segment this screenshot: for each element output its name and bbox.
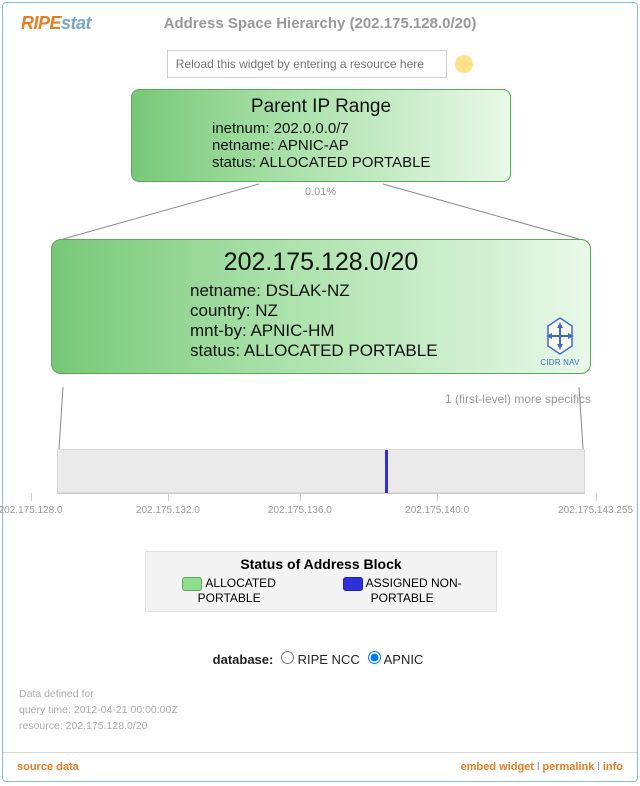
axis-tick-label: 202.175.140.0: [405, 505, 469, 516]
focus-status: status: ALLOCATED PORTABLE: [190, 341, 570, 361]
legend-swatch: [343, 577, 363, 591]
legend-swatch: [182, 577, 202, 591]
axis-tick-label: 202.175.136.0: [268, 505, 332, 516]
focus-heading: 202.175.128.0/20: [72, 248, 570, 277]
axis-tick: [596, 493, 597, 501]
axis-tick-label: 202.175.132.0: [136, 505, 200, 516]
specific-mark[interactable]: [385, 450, 388, 494]
legend-label: ALLOCATED PORTABLE: [198, 576, 276, 605]
db-radio[interactable]: [368, 651, 381, 664]
source-data-link[interactable]: source data: [17, 761, 79, 773]
parent-heading: Parent IP Range: [152, 96, 490, 118]
cidr-nav-label: CIDR NAV: [540, 358, 580, 367]
database-selector: database: RIPE NCC APNIC: [3, 651, 637, 667]
info-link[interactable]: info: [603, 761, 623, 773]
legend-label: ASSIGNED NON-PORTABLE: [366, 576, 462, 605]
embed-widget-link[interactable]: embed widget: [461, 761, 534, 773]
parent-inetnum: inetnum: 202.0.0.0/7: [212, 120, 490, 137]
legend-title: Status of Address Block: [152, 556, 490, 572]
meta-line-1: Data defined for: [19, 687, 178, 703]
axis-tick: [168, 493, 169, 501]
focus-netname: netname: DSLAK-NZ: [190, 281, 570, 301]
focus-range-box[interactable]: 202.175.128.0/20 netname: DSLAK-NZ count…: [51, 239, 591, 374]
parent-status: status: ALLOCATED PORTABLE: [212, 154, 490, 171]
axis-tick: [300, 493, 301, 501]
query-metadata: Data defined for query time: 2012-04-21 …: [19, 687, 178, 734]
widget-footer: source data embed widgetlpermalinklinfo: [3, 752, 637, 781]
widget-title: Address Space Hierarchy (202.175.128.0/2…: [3, 3, 637, 32]
parent-netname: netname: APNIC-AP: [212, 137, 490, 154]
axis-tick: [437, 493, 438, 501]
percent-label: 0.01%: [305, 186, 336, 198]
parent-range-box[interactable]: Parent IP Range inetnum: 202.0.0.0/7 net…: [131, 89, 511, 182]
cidr-nav-icon: [540, 316, 580, 356]
axis-tick-label: 202.175.128.0: [0, 505, 63, 516]
hierarchy-diagram: Parent IP Range inetnum: 202.0.0.0/7 net…: [3, 89, 639, 549]
ripestat-logo: RIPEstat: [21, 13, 91, 34]
meta-line-3: resource: 202.175.128.0/20: [19, 719, 178, 735]
focus-country: country: NZ: [190, 301, 570, 321]
permalink-link[interactable]: permalink: [542, 761, 594, 773]
search-row: [3, 50, 637, 78]
axis-tick: [31, 493, 32, 501]
meta-line-2: query time: 2012-04-21 00:00:00Z: [19, 703, 178, 719]
db-option[interactable]: APNIC: [368, 652, 424, 667]
search-button[interactable]: [455, 55, 473, 73]
focus-mntby: mnt-by: APNIC-HM: [190, 321, 570, 341]
cidr-nav-button[interactable]: CIDR NAV: [540, 316, 580, 367]
resource-search-input[interactable]: [167, 50, 447, 78]
db-radio[interactable]: [281, 651, 294, 664]
specifics-bar[interactable]: [57, 449, 585, 493]
legend-item: ASSIGNED NON-PORTABLE: [314, 576, 490, 605]
db-option[interactable]: RIPE NCC: [281, 652, 360, 667]
axis-tick-label: 202.175.143.255: [558, 505, 633, 516]
widget-container: RIPEstat Address Space Hierarchy (202.17…: [2, 2, 638, 782]
status-legend: Status of Address Block ALLOCATED PORTAB…: [145, 551, 497, 612]
axis-line: [57, 493, 585, 494]
legend-item: ALLOCATED PORTABLE: [152, 576, 306, 605]
more-specifics-label: 1 (first-level) more specifics: [445, 392, 591, 406]
logo-stat: stat: [61, 13, 91, 33]
logo-ripe: RIPE: [21, 13, 61, 33]
database-label: database:: [213, 652, 274, 667]
